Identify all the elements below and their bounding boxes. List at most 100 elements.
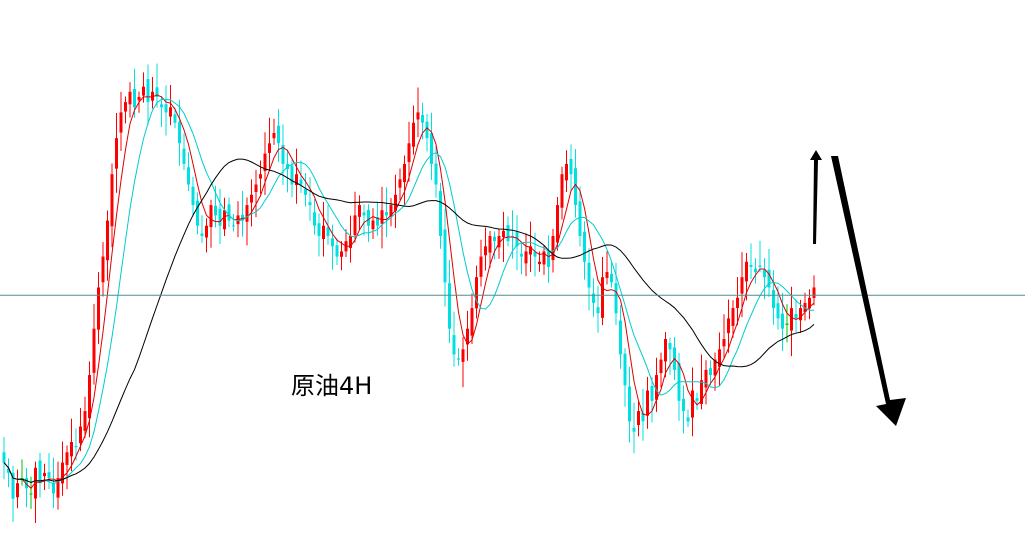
candle-body: [326, 227, 330, 236]
candle-body: [785, 323, 789, 325]
candle-body: [25, 478, 28, 489]
candle-body: [718, 349, 721, 367]
candle-body: [101, 256, 105, 283]
candle-body: [551, 236, 555, 261]
candle-body: [790, 308, 793, 331]
candle-body: [704, 369, 708, 388]
candle-body: [772, 289, 775, 309]
candle-body: [443, 229, 447, 283]
candle-body: [43, 472, 46, 477]
candle-body: [511, 235, 514, 237]
candle-body: [119, 112, 123, 133]
candle-body: [745, 261, 748, 282]
candle-body: [362, 212, 366, 216]
candle-body: [763, 269, 766, 278]
candle-body: [56, 478, 60, 498]
candle-body: [169, 107, 172, 117]
candle-body: [641, 412, 645, 422]
candle-body: [124, 102, 127, 112]
candle-body: [272, 133, 276, 139]
candle-body: [650, 386, 654, 401]
candle-body: [191, 186, 195, 206]
candle-body: [425, 121, 429, 139]
candle-body: [470, 308, 474, 336]
candle-body: [398, 179, 402, 188]
candle-body: [331, 238, 334, 247]
candle-body: [250, 194, 253, 203]
candle-body: [794, 314, 798, 319]
candle-body: [335, 245, 339, 257]
candle-body: [547, 251, 550, 267]
candle-body: [137, 96, 141, 101]
candle-body: [317, 223, 321, 236]
candle-body: [110, 174, 114, 227]
candle-body: [128, 91, 132, 105]
candle-body: [587, 262, 591, 288]
candle-body: [268, 143, 271, 153]
arrows-group: [810, 150, 906, 426]
candle-body: [461, 349, 465, 362]
ma-fast-line: [3, 94, 815, 490]
candle-body: [38, 460, 42, 484]
candle-body: [533, 251, 537, 257]
candle-body: [389, 205, 393, 217]
candle-body: [767, 269, 771, 288]
candle-body: [79, 426, 82, 444]
candle-body: [200, 233, 204, 236]
candle-body: [290, 165, 294, 185]
candle-body: [722, 339, 726, 347]
candle-body: [367, 209, 370, 226]
candle-body: [592, 293, 595, 303]
candle-body: [475, 277, 478, 309]
candle-body: [304, 189, 307, 195]
candle-body: [164, 104, 168, 113]
ma-mid-line: [3, 99, 814, 485]
candle-body: [479, 256, 483, 277]
candle-body: [574, 168, 577, 206]
candle-body: [407, 143, 411, 163]
candle-body: [173, 114, 177, 123]
candle-body: [569, 159, 573, 175]
candle-body: [106, 220, 109, 261]
candle-body: [749, 264, 753, 267]
candle-body: [646, 390, 649, 416]
candle-body: [7, 468, 10, 473]
candle-body: [349, 236, 352, 248]
candle-body: [803, 302, 807, 312]
candle-body: [353, 215, 357, 236]
candle-body: [2, 452, 6, 463]
candle-body: [727, 318, 730, 334]
candle-body: [313, 212, 316, 226]
candle-body: [115, 138, 118, 169]
candle-body: [142, 86, 145, 96]
candle-body: [160, 104, 163, 108]
candle-body: [520, 253, 523, 257]
candle-body: [47, 472, 51, 479]
candle-body: [187, 167, 190, 185]
candle-body: [538, 261, 541, 265]
candle-body: [709, 368, 712, 376]
candle-body: [664, 339, 667, 362]
candle-body: [178, 122, 181, 144]
candle-body: [731, 308, 735, 326]
candle-body: [542, 251, 546, 265]
candle-body: [740, 277, 744, 294]
candle-body: [245, 205, 249, 222]
candle-body: [16, 483, 19, 498]
candle-body: [776, 303, 780, 319]
candle-body: [254, 184, 258, 193]
candle-body: [524, 251, 528, 264]
candle-body: [394, 194, 397, 211]
candle-body: [623, 353, 627, 386]
candle-body: [241, 214, 244, 221]
candle-body: [151, 91, 154, 101]
candle-body: [65, 452, 69, 465]
candle-body: [371, 220, 375, 230]
candle-body: [214, 205, 217, 216]
candle-body: [97, 287, 100, 330]
candle-body: [223, 210, 226, 230]
candle-body: [340, 251, 343, 257]
candle-body: [682, 398, 685, 412]
candle-body: [691, 390, 694, 418]
